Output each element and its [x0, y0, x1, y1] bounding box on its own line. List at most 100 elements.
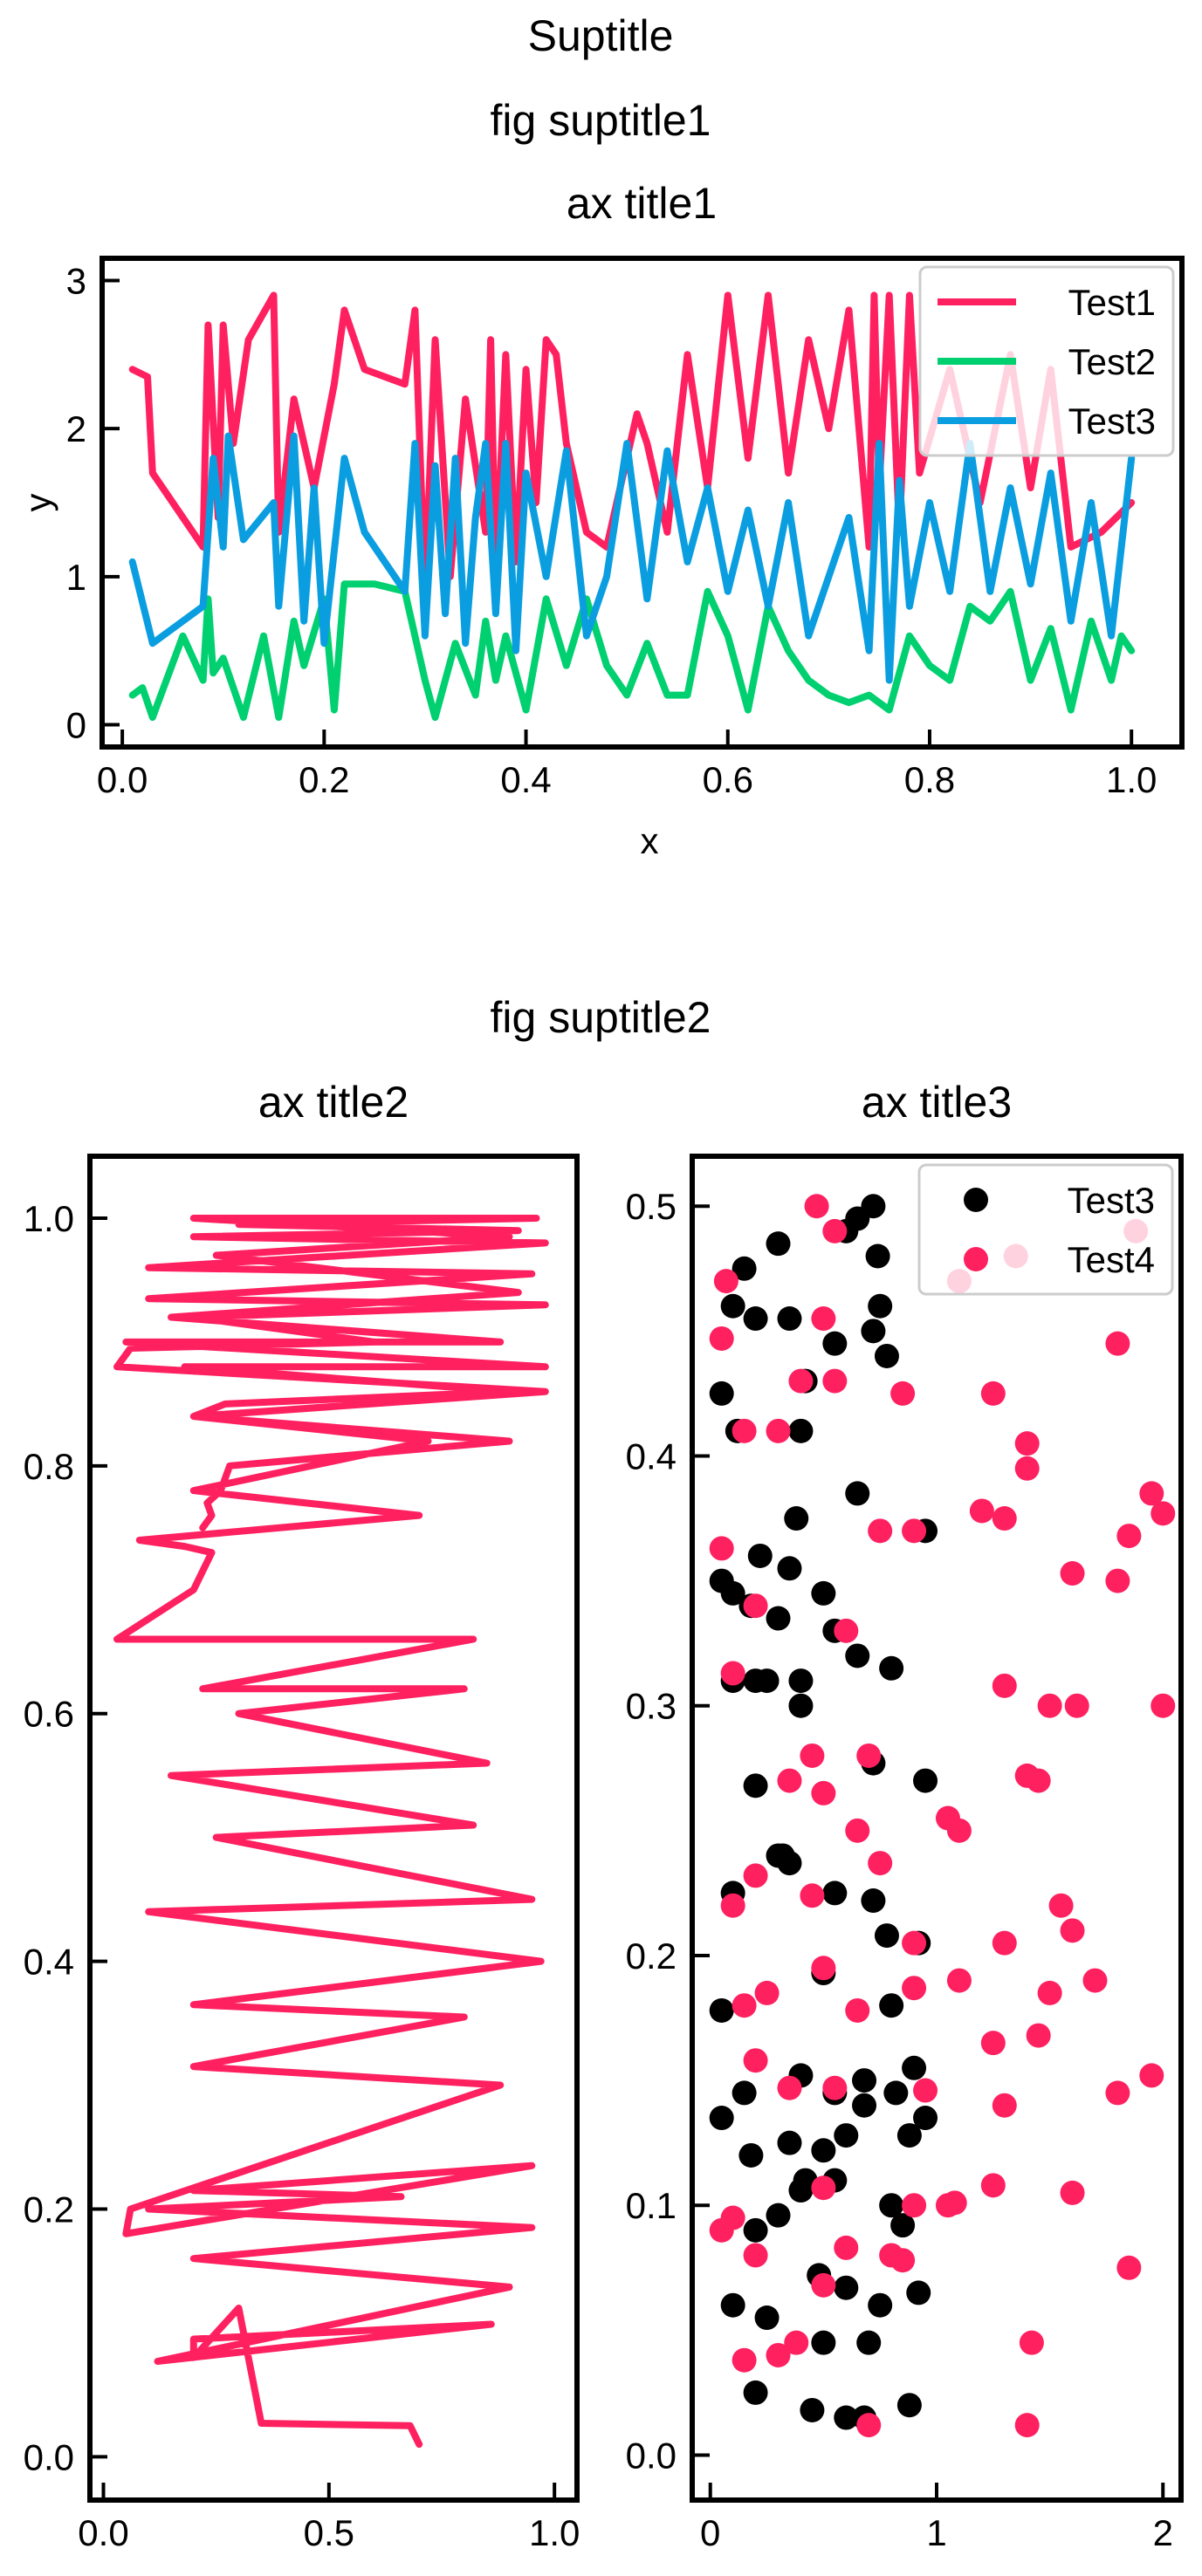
- ax1-line-test3: [128, 432, 1136, 684]
- ax3-point-test4: [969, 1498, 994, 1524]
- ax3-point-test4: [811, 2175, 836, 2201]
- ax3-point-test4: [822, 1368, 848, 1394]
- ax3-point-test4: [1060, 1561, 1085, 1586]
- ax3-point-test3: [709, 2106, 734, 2131]
- ax3-point-test4: [811, 2272, 836, 2298]
- ax3-legend-label-test3: Test3: [1068, 1180, 1155, 1221]
- ax3-point-test4: [890, 2248, 916, 2273]
- ax3-legend-label-test4: Test4: [1068, 1239, 1155, 1280]
- ax3-point-test3: [811, 2330, 836, 2355]
- ax3-point-test4: [845, 1997, 870, 2023]
- ax3-point-test3: [845, 1481, 870, 1506]
- ax3-point-test4: [902, 2193, 927, 2218]
- ax3-ytick-label: 0.5: [626, 1186, 677, 1227]
- ax3-point-test3: [913, 1768, 938, 1793]
- ax3-ytick-label: 0.1: [626, 2185, 677, 2226]
- ax1-xtick-label: 0.0: [97, 759, 148, 800]
- ax3-point-test4: [913, 2078, 938, 2103]
- ax3-legend-swatch-test3: [964, 1188, 988, 1212]
- ax3-point-test4: [834, 1618, 859, 1643]
- ax3-title: ax title3: [862, 1078, 1012, 1127]
- ax3-point-test4: [720, 1893, 745, 1918]
- ax3-point-test4: [1019, 2330, 1044, 2355]
- ax3-point-test4: [732, 1418, 757, 1443]
- ax3-point-test4: [1116, 1524, 1142, 1549]
- ax3-point-test4: [1060, 2180, 1085, 2205]
- ax1-legend-label-test3: Test3: [1068, 401, 1156, 442]
- ax3-point-test4: [992, 1930, 1017, 1956]
- ax1-series-group: [128, 291, 1136, 722]
- ax1-legend-label-test1: Test1: [1068, 282, 1156, 323]
- ax3-point-test3: [720, 2292, 745, 2318]
- ax3-point-test3: [822, 1881, 848, 1906]
- ax1-ylabel: y: [17, 494, 58, 512]
- ax3-point-test3: [732, 1256, 757, 1281]
- ax3-point-test4: [788, 1368, 814, 1394]
- ax3-point-test3: [784, 1506, 809, 1531]
- ax3-point-test4: [766, 2342, 791, 2367]
- ax3-point-test4: [743, 2048, 768, 2073]
- figure-suptitle: Suptitle: [528, 11, 674, 60]
- ax3-point-test4: [845, 1818, 870, 1843]
- ax3-point-test4: [743, 1863, 768, 1888]
- ax3-point-test3: [868, 2292, 893, 2318]
- axes-vertical-line: 0.0 0.5 1.0 0.0 0.2 0.4 0.6 0.8 1.0 ax title2: [24, 1078, 580, 2553]
- ax3-point-test4: [822, 2075, 848, 2100]
- ax3-point-test4: [743, 1593, 768, 1619]
- ax3-point-test3: [777, 1306, 802, 1332]
- ax3-point-test3: [879, 2193, 904, 2218]
- ax3-point-test4: [868, 1518, 893, 1544]
- ax2-ticks-group: 0.0 0.5 1.0 0.0 0.2 0.4 0.6 0.8 1.0: [24, 1198, 580, 2553]
- ax3-point-test4: [1105, 1568, 1130, 1593]
- ax3-point-test4: [709, 1536, 734, 1561]
- ax3-point-test3: [709, 1380, 734, 1406]
- ax2-series-group: [113, 1215, 549, 2449]
- ax3-point-test4: [868, 1851, 893, 1876]
- ax3-point-test3: [906, 2280, 931, 2305]
- ax3-point-test4: [1037, 1693, 1062, 1718]
- ax2-ytick-label: 0.0: [24, 2436, 74, 2477]
- subfigure2-title: fig suptitle2: [491, 993, 711, 1042]
- ax3-point-test3: [834, 2405, 859, 2430]
- ax3-point-test3: [788, 1693, 814, 1718]
- ax3-frame: [690, 1154, 1184, 2503]
- ax3-point-test3: [770, 1843, 795, 1868]
- ax3-point-test4: [902, 1930, 927, 1956]
- ax1-ytick-label: 0: [66, 705, 86, 746]
- ax3-point-test4: [856, 2413, 882, 2438]
- ax3-point-test4: [1060, 1918, 1085, 1943]
- ax3-point-test4: [890, 1380, 916, 1406]
- ax3-ytick-label: 0.3: [626, 1686, 677, 1727]
- ax3-point-test4: [1116, 2255, 1142, 2280]
- ax3-point-test3: [902, 2055, 927, 2080]
- ax3-point-test3: [811, 1580, 836, 1606]
- ax3-point-test4: [784, 2330, 809, 2355]
- ax3-point-test3: [874, 1923, 899, 1949]
- ax1-ytick-label: 3: [66, 260, 86, 301]
- ax3-xtick-label: 0: [700, 2512, 720, 2553]
- ax1-legend: Test1 Test2 Test3: [918, 265, 1175, 457]
- ax1-frame: [100, 256, 1185, 750]
- ax3-xtick-label: 1: [926, 2512, 946, 2553]
- ax3-point-test3: [777, 2130, 802, 2155]
- ax3-point-test4: [902, 1976, 927, 2001]
- ax3-point-test4: [709, 1326, 734, 1351]
- ax3-point-test4: [1105, 2080, 1130, 2106]
- ax3-point-test4: [720, 1661, 745, 1686]
- ax3-point-test4: [732, 2347, 757, 2373]
- ax1-ticks-group: 0.0 0.2 0.4 0.6 0.8 1.0 0 1 2 3: [66, 260, 1157, 800]
- subfigure1-title: fig suptitle1: [491, 96, 711, 145]
- ax1-xtick-label: 0.2: [299, 759, 349, 800]
- ax3-ytick-label: 0.4: [626, 1435, 677, 1476]
- ax3-point-test3: [720, 1293, 745, 1319]
- ax3-point-test4: [1150, 1501, 1176, 1526]
- ax3-point-test3: [852, 2068, 877, 2093]
- ax3-ytick-label: 0.2: [626, 1935, 677, 1977]
- ax3-point-test4: [1150, 1693, 1176, 1718]
- ax3-legend-swatch-test4: [964, 1247, 988, 1271]
- ax1-ytick-label: 2: [66, 408, 86, 449]
- ax3-point-test4: [992, 1673, 1017, 1698]
- ax3-point-test4: [946, 1968, 972, 1993]
- ax3-legend: Test3 Test4: [917, 1163, 1174, 1296]
